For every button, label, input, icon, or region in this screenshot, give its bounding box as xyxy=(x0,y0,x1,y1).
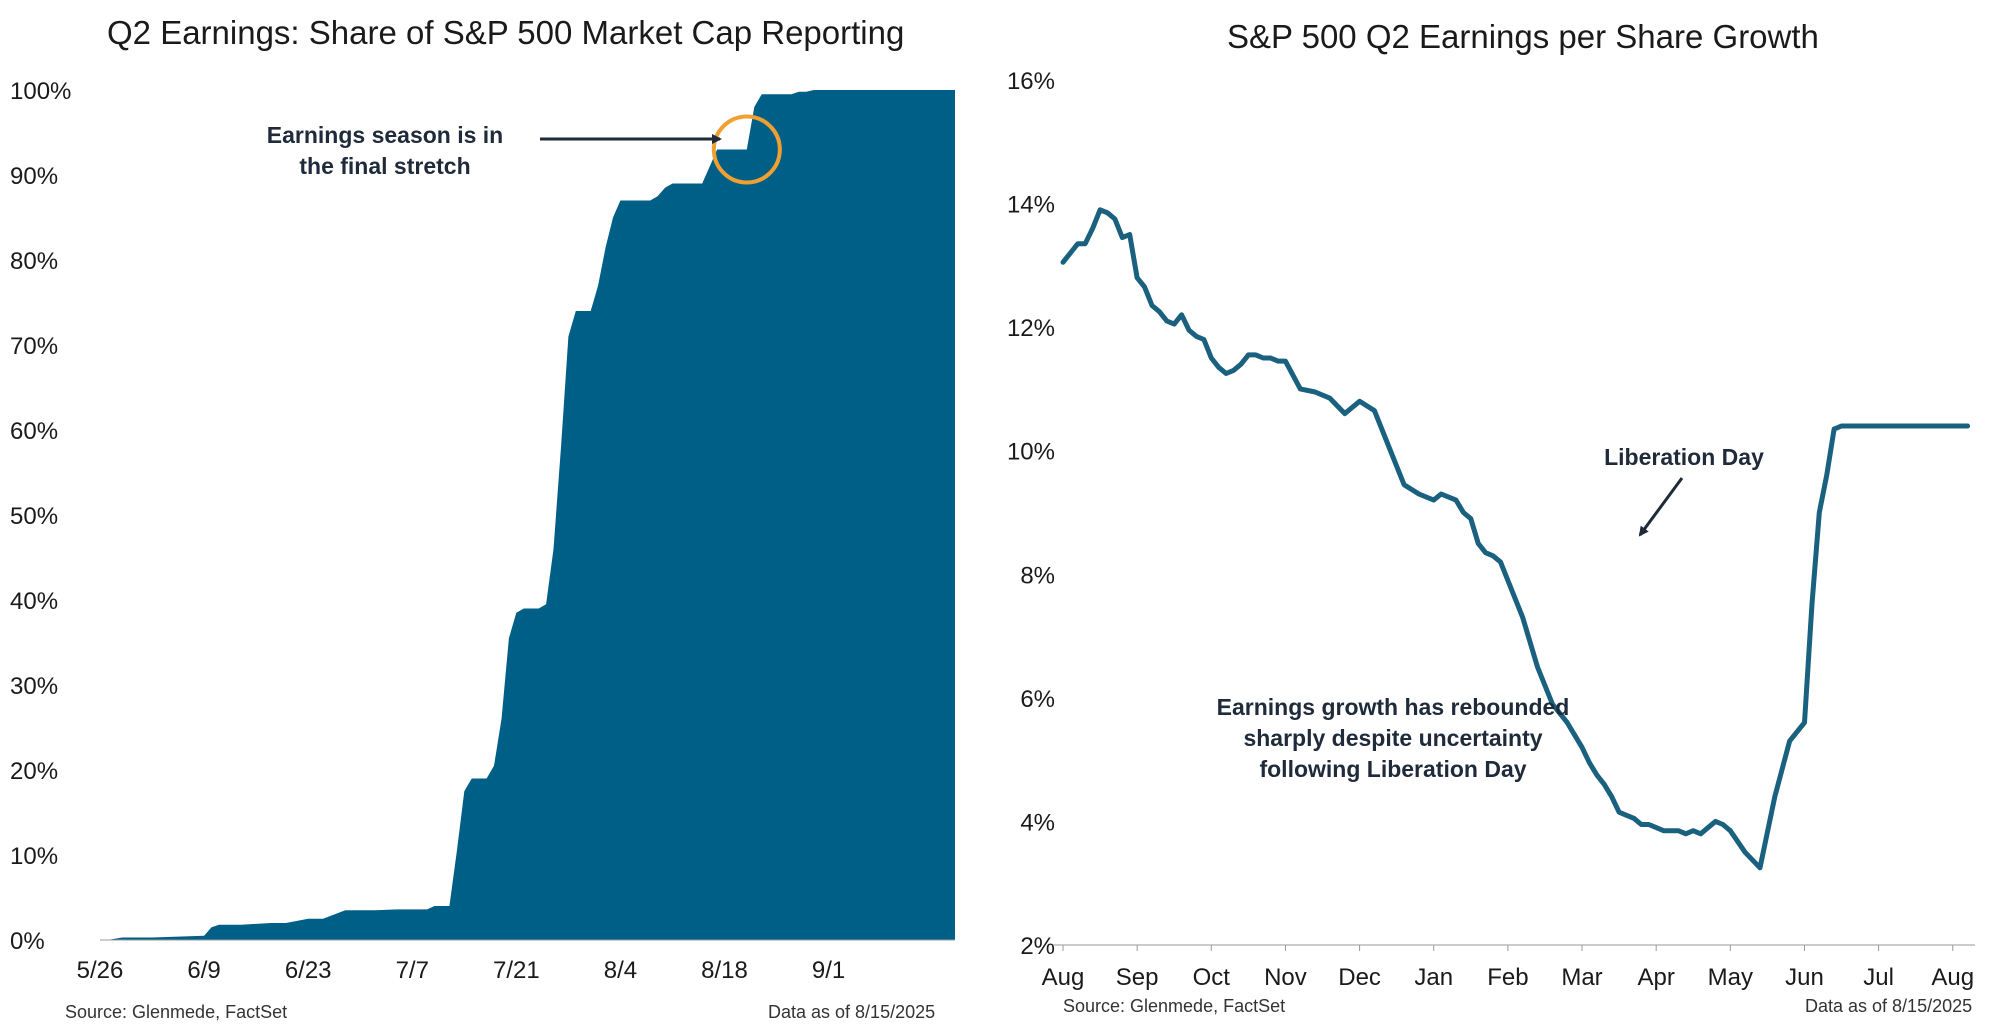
right-x-tick-label: Oct xyxy=(1193,964,1231,991)
left-y-tick-label: 40% xyxy=(10,588,58,615)
left-chart-title: Q2 Earnings: Share of S&P 500 Market Cap… xyxy=(107,14,905,51)
left-y-tick-label: 80% xyxy=(10,248,58,275)
left-chart-panel: Q2 Earnings: Share of S&P 500 Market Cap… xyxy=(0,0,980,1031)
left-x-tick-label: 6/23 xyxy=(285,957,332,984)
right-y-tick-label: 12% xyxy=(1007,315,1055,342)
right-y-tick-label: 14% xyxy=(1007,192,1055,219)
right-y-tick-label: 8% xyxy=(1020,562,1055,589)
left-y-tick-label: 50% xyxy=(10,503,58,530)
right-x-tick-label: Dec xyxy=(1338,964,1381,991)
liberation-day-arrow xyxy=(1638,477,1684,537)
right-x-tick-label: Jul xyxy=(1863,964,1894,991)
left-y-tick-label: 60% xyxy=(10,418,58,445)
left-annotation: Earnings season is in the final stretch xyxy=(266,122,504,179)
right-source-note: Source: Glenmede, FactSet xyxy=(1063,996,1286,1016)
right-x-tick-label: Mar xyxy=(1561,964,1602,991)
left-x-tick-label: 6/9 xyxy=(187,957,220,984)
left-x-tick-label: 5/26 xyxy=(77,957,124,984)
left-y-tick-label: 0% xyxy=(10,928,45,955)
left-x-tick-label: 8/4 xyxy=(604,957,637,984)
left-x-tick-label: 9/1 xyxy=(812,957,845,984)
rebound-annotation: Earnings growth has rebounded sharply de… xyxy=(1216,694,1570,782)
left-data-as-of: Data as of 8/15/2025 xyxy=(768,1002,936,1022)
right-y-tick-label: 4% xyxy=(1020,809,1055,836)
left-y-tick-label: 10% xyxy=(10,843,58,870)
right-x-tick-label: May xyxy=(1708,964,1753,991)
right-y-tick-label: 10% xyxy=(1007,439,1055,466)
right-chart-title: S&P 500 Q2 Earnings per Share Growth xyxy=(1227,18,1819,55)
left-x-tick-label: 8/18 xyxy=(701,957,748,984)
right-x-tick-label: Apr xyxy=(1637,964,1674,991)
left-y-tick-label: 90% xyxy=(10,163,58,190)
left-y-tick-label: 100% xyxy=(10,78,71,105)
left-y-tick-label: 30% xyxy=(10,673,58,700)
right-x-tick-label: Nov xyxy=(1264,964,1307,991)
left-area-chart: 0% 10% 20% 30% 40% 50% 60% 70% 80% 90% 100% 5/26 6/9… xyxy=(10,78,955,984)
right-y-tick-label: 6% xyxy=(1020,686,1055,713)
liberation-day-annotation: Liberation Day xyxy=(1604,444,1764,470)
left-y-tick-label: 70% xyxy=(10,333,58,360)
right-x-tick-label: Aug xyxy=(1931,964,1974,991)
left-y-tick-label: 20% xyxy=(10,758,58,785)
right-y-tick-label: 16% xyxy=(1007,68,1055,95)
right-x-tick-label: Jun xyxy=(1785,964,1824,991)
right-y-tick-label: 2% xyxy=(1020,933,1055,960)
right-data-as-of: Data as of 8/15/2025 xyxy=(1805,996,1973,1016)
right-x-tick-label: Sep xyxy=(1116,964,1159,991)
right-chart-panel: S&P 500 Q2 Earnings per Share Growth 2% 4… xyxy=(1000,0,2000,1031)
market-cap-reporting-area xyxy=(100,90,955,940)
left-x-tick-label: 7/7 xyxy=(396,957,429,984)
right-x-tick-label: Jan xyxy=(1414,964,1453,991)
eps-growth-line xyxy=(1060,207,1971,871)
right-x-tick-label: Aug xyxy=(1042,964,1085,991)
left-x-tick-label: 7/21 xyxy=(493,957,540,984)
highlight-circle xyxy=(711,114,782,185)
right-x-tick-label: Feb xyxy=(1487,964,1528,991)
right-line-chart: 2% 4% 6% 8% 10% 12% 14% 16% Aug Sep Oct Nov Dec Jan Fe… xyxy=(1007,68,1975,991)
left-source-note: Source: Glenmede, FactSet xyxy=(65,1002,288,1022)
